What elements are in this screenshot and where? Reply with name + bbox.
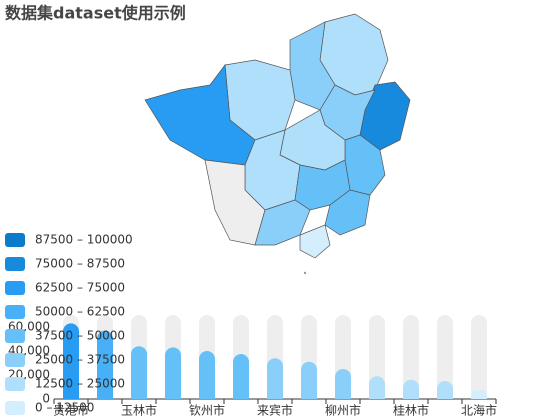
bar-base: [233, 391, 249, 399]
legend-swatch: [5, 305, 25, 319]
legend-swatch: [5, 353, 25, 367]
bar-base: [165, 391, 181, 399]
bar: [97, 330, 113, 399]
legend-label: 25000 – 37500: [35, 353, 125, 367]
legend-label: 37500 – 50000: [35, 329, 125, 343]
legend-swatch: [5, 281, 25, 295]
x-tick-label: 桂林市: [393, 403, 429, 418]
bar: [165, 347, 181, 399]
x-tick-label: 柳州市: [325, 403, 361, 418]
background-bar: [471, 315, 487, 399]
bar-base: [301, 391, 317, 399]
map-region: [144, 64, 256, 166]
bar: [267, 358, 283, 399]
bar: [301, 361, 317, 399]
legend-swatch: [5, 233, 25, 247]
legend-label: 50000 – 62500: [35, 305, 125, 319]
bar-base: [97, 391, 113, 399]
bar-base: [267, 391, 283, 399]
legend-label: 87500 – 100000: [35, 233, 133, 247]
bar-base: [335, 391, 351, 399]
legend-label: 62500 – 75000: [35, 281, 125, 295]
legend-label: 0 – 12500: [35, 401, 94, 415]
bar: [63, 323, 79, 399]
map: [144, 13, 411, 275]
legend-swatch: [5, 401, 25, 415]
bar-base: [369, 391, 385, 399]
map-island: [303, 271, 307, 275]
map-region: [299, 224, 331, 259]
background-bar: [403, 315, 419, 399]
legend-swatch: [5, 257, 25, 271]
bar: [233, 354, 249, 399]
y-tick-label: 0: [42, 392, 50, 406]
legend-swatch: [5, 329, 25, 343]
chart-title: 数据集dataset使用示例: [5, 4, 186, 23]
bar: [131, 346, 147, 399]
bar-base: [471, 394, 487, 399]
background-bar: [437, 315, 453, 399]
legend-swatch: [5, 377, 25, 391]
legend-label: 75000 – 87500: [35, 257, 125, 271]
bar-base: [63, 391, 79, 399]
bar-base: [437, 391, 453, 399]
x-tick-label: 钦州市: [189, 403, 225, 418]
bar: [199, 351, 215, 399]
x-tick-label: 贵港市: [53, 403, 89, 418]
x-tick-label: 玉林市: [121, 403, 157, 418]
legend-label: 12500 – 25000: [35, 377, 125, 391]
bar-base: [403, 391, 419, 399]
bar-base: [131, 391, 147, 399]
bar-base: [199, 391, 215, 399]
x-tick-label: 来宾市: [257, 403, 293, 418]
x-tick-label: 北海市: [461, 403, 497, 418]
